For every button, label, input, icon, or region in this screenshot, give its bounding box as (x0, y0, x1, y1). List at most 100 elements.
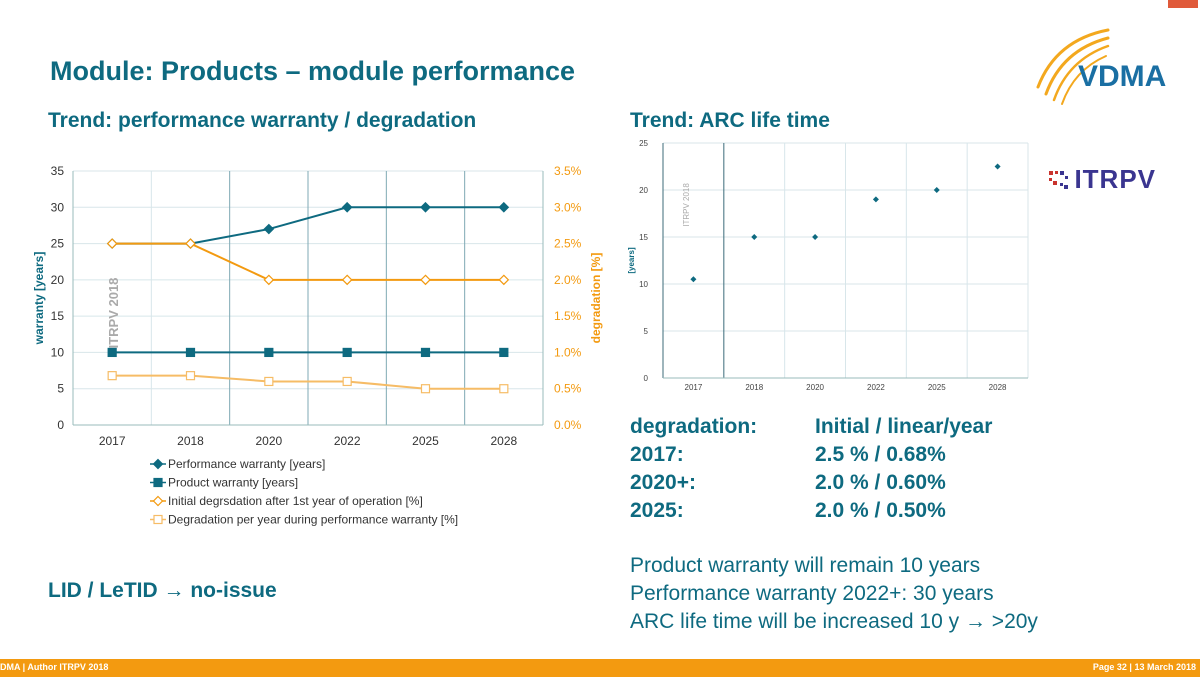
degradation-row-label: 2020+: (630, 471, 696, 494)
y2-axis-title: degradation [%] (589, 253, 603, 344)
y-tick-label: 15 (639, 233, 648, 242)
watermark: ITRPV 2018 (682, 183, 691, 227)
footer-author: DMA | Author ITRPV 2018 (0, 662, 109, 672)
data-point (498, 274, 510, 286)
data-point (933, 187, 940, 193)
x-tick-label: 2018 (745, 383, 763, 392)
y-tick-label: 10 (51, 345, 65, 359)
degradation-row-value: 2.0 % / 0.50% (815, 499, 946, 522)
y-tick-label: 5 (57, 382, 64, 396)
data-point (107, 347, 117, 358)
y2-tick-label: 3.5% (554, 164, 582, 178)
degradation-row-value: 2.5 % / 0.68% (815, 443, 946, 466)
data-point (264, 376, 274, 387)
data-point (185, 238, 196, 249)
statement-performance-warranty: Performance warranty 2022+: 30 years (630, 582, 994, 605)
data-point (499, 347, 509, 358)
y-tick-label: 35 (51, 164, 65, 178)
statement-arc-lifetime: ARC life time will be increased 10 y → >… (630, 610, 1038, 633)
data-point (263, 223, 275, 235)
data-point (107, 371, 117, 381)
series-3 (106, 238, 510, 286)
statement-product-warranty: Product warranty will remain 10 years (630, 554, 981, 577)
itrpv-mark-icon (1049, 171, 1068, 189)
itrpv-logo: ITRPV (1048, 164, 1156, 195)
data-point (994, 163, 1001, 170)
x-tick-label: 2020 (255, 434, 282, 448)
y-tick-label: 5 (644, 327, 649, 336)
x-tick-label: 2017 (685, 383, 703, 392)
slide-title: Module: Products – module performance (50, 56, 576, 86)
x-tick-label: 2025 (412, 434, 439, 448)
y2-tick-label: 2.0% (554, 273, 582, 287)
footer-page-info: Page 32 | 13 March 2018 (1092, 662, 1196, 672)
x-tick-label: 2017 (99, 434, 126, 448)
legend-marker (152, 495, 164, 507)
degradation-header-label: degradation: (630, 415, 758, 438)
data-point (498, 201, 510, 213)
y-axis-title: [years] (627, 247, 636, 274)
footer-bar (0, 659, 1200, 677)
x-tick-label: 2022 (334, 434, 361, 448)
x-tick-label: 2022 (867, 383, 885, 392)
y-tick-label: 0 (57, 418, 64, 432)
watermark: ITRPV 2018 (106, 278, 121, 349)
y2-tick-label: 1.0% (554, 345, 582, 359)
series-line (112, 374, 504, 390)
right-chart-subtitle: Trend: ARC life time (630, 109, 830, 132)
top-corner-tab (1168, 0, 1198, 8)
data-point (263, 274, 275, 286)
data-point (751, 234, 758, 240)
y-tick-label: 10 (639, 280, 648, 289)
y2-tick-label: 2.5% (554, 237, 582, 251)
data-point (106, 238, 118, 249)
data-point (420, 347, 431, 358)
data-point (185, 371, 196, 381)
data-point (342, 347, 352, 358)
y2-tick-label: 0.0% (554, 418, 582, 432)
legend-marker (152, 458, 164, 470)
data-point (420, 274, 431, 286)
y-tick-label: 20 (639, 186, 648, 195)
x-tick-label: 2028 (989, 383, 1007, 392)
degradation-row-label: 2017: (630, 443, 684, 466)
warranty-degradation-chart: 051015202530350.0%0.5%1.0%1.5%2.0%2.5%3.… (32, 164, 603, 527)
legend-label: Initial degrsdation after 1st year of op… (168, 494, 423, 508)
y-tick-label: 15 (51, 309, 65, 323)
legend-marker (153, 477, 163, 488)
y-tick-label: 0 (644, 374, 649, 383)
y-tick-label: 30 (51, 200, 65, 214)
series-2 (107, 347, 509, 358)
data-point (499, 384, 509, 394)
y-tick-label: 25 (51, 237, 65, 251)
legend-marker (153, 514, 163, 525)
data-point (872, 196, 879, 203)
data-point (342, 376, 352, 387)
degradation-row-value: 2.0 % / 0.60% (815, 471, 946, 494)
data-point (690, 276, 697, 283)
y2-tick-label: 3.0% (554, 200, 582, 214)
x-tick-label: 2018 (177, 434, 204, 448)
legend-label: Performance warranty [years] (168, 457, 325, 471)
x-tick-label: 2028 (490, 434, 517, 448)
data-point (341, 274, 353, 286)
data-point (812, 234, 819, 240)
series-4 (107, 371, 509, 394)
y-tick-label: 20 (51, 273, 65, 287)
data-point (185, 347, 196, 358)
x-tick-label: 2020 (806, 383, 824, 392)
legend-label: Degradation per year during performance … (168, 513, 458, 527)
y2-tick-label: 1.5% (554, 309, 582, 323)
lid-letid-statement: LID / LeTID → no-issue (48, 579, 277, 602)
x-tick-label: 2025 (928, 383, 946, 392)
legend-label: Product warranty [years] (168, 476, 298, 490)
itrpv-logo-text: ITRPV (1074, 164, 1157, 194)
vdma-logo-text: VDMA (1078, 60, 1166, 93)
y-tick-label: 25 (639, 139, 648, 148)
y-axis-title: warranty [years] (32, 252, 46, 346)
degradation-header-value: Initial / linear/year (815, 415, 993, 438)
left-chart-subtitle: Trend: performance warranty / degradatio… (48, 109, 477, 132)
series-line (112, 242, 504, 281)
data-point (420, 384, 431, 394)
